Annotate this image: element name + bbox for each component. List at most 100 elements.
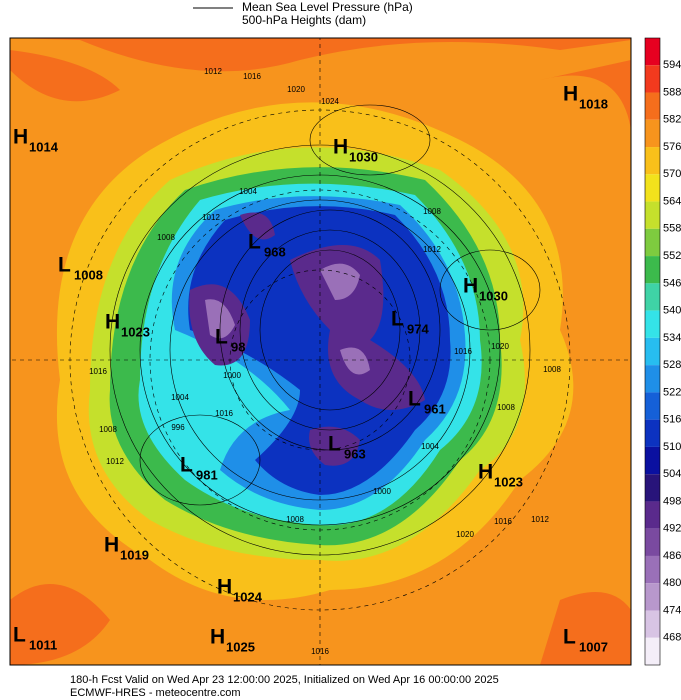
colorbar-label: 540 (663, 305, 681, 317)
center-pressure: 981 (196, 467, 218, 482)
isobar-label: 1004 (239, 187, 257, 196)
center-letter: L (328, 433, 341, 456)
center-pressure: 1023 (121, 324, 150, 339)
isobar-label: 1008 (543, 365, 561, 374)
colorbar-label: 468 (663, 632, 681, 644)
footer-text: 180-h Fcst Valid on Wed Apr 23 12:00:00 … (70, 674, 499, 686)
center-letter: H (13, 126, 28, 149)
colorbar-swatch (645, 555, 660, 584)
isobar-label: 1024 (321, 97, 339, 106)
isobar-label: 1012 (423, 245, 441, 254)
center-letter: L (408, 388, 421, 411)
isobar-label: 1008 (286, 515, 304, 524)
legend-text: Mean Sea Level Pressure (hPa) (242, 0, 413, 14)
center-pressure: 1019 (120, 547, 149, 562)
colorbar-swatch (645, 637, 660, 665)
center-pressure: 961 (424, 401, 446, 416)
isobar-label: 996 (171, 423, 185, 432)
map-frame (9, 37, 632, 666)
colorbar-swatch (645, 337, 660, 366)
colorbar-swatch (645, 283, 660, 311)
colorbar-frame (644, 37, 661, 666)
colorbar-label: 516 (663, 414, 681, 426)
footer-text: ECMWF-HRES - meteocentre.com (70, 687, 241, 699)
center-letter: L (248, 231, 261, 254)
isobar-label: 1020 (456, 530, 474, 539)
legend-text: 500-hPa Heights (dam) (242, 13, 366, 27)
colorbar-swatch (645, 528, 660, 556)
colorbar-swatch (645, 201, 660, 229)
center-letter: H (333, 136, 348, 159)
center-letter: L (563, 626, 576, 649)
colorbar-swatch (645, 38, 660, 66)
colorbar-label: 504 (663, 468, 681, 480)
isobar-label: 1020 (287, 85, 305, 94)
colorbar-label: 570 (663, 168, 681, 180)
map-field (10, 38, 631, 665)
center-pressure: 1024 (233, 589, 263, 604)
colorbar-swatch (645, 256, 660, 284)
center-letter: H (105, 311, 120, 334)
colorbar-swatch (645, 474, 660, 502)
colorbar-label: 546 (663, 277, 681, 289)
center-letter: H (463, 275, 478, 298)
center-letter: H (478, 461, 493, 484)
center-pressure: 1008 (74, 267, 103, 282)
colorbar-swatch (645, 501, 660, 529)
center-pressure: 1018 (579, 96, 608, 111)
center-pressure: 963 (344, 446, 366, 461)
isobar-label: 1012 (204, 67, 222, 76)
center-letter: L (58, 254, 71, 277)
colorbar-label: 492 (663, 523, 681, 535)
colorbar-swatch (645, 65, 660, 93)
isobar-label: 1004 (171, 393, 189, 402)
isobar-label: 1012 (106, 457, 124, 466)
isobar-label: 1012 (202, 213, 220, 222)
colorbar-swatch (645, 446, 660, 475)
center-letter: L (391, 308, 404, 331)
isobar-label: 1008 (99, 425, 117, 434)
colorbar-swatch (645, 228, 660, 257)
isobar-label: 1000 (223, 371, 241, 380)
colorbar-swatch (645, 174, 660, 202)
center-pressure: 1014 (29, 139, 59, 154)
colorbar-swatch (645, 610, 660, 638)
isobar-label: 1008 (497, 403, 515, 412)
center-pressure: 974 (407, 321, 429, 336)
isobar-label: 1012 (531, 515, 549, 524)
colorbar-label: 510 (663, 441, 681, 453)
center-pressure: 1023 (494, 474, 523, 489)
colorbar-swatch (645, 147, 660, 175)
colorbar-label: 498 (663, 495, 681, 507)
isobar-label: 1016 (494, 517, 512, 526)
center-letter: H (210, 626, 225, 649)
colorbar-label: 564 (663, 195, 681, 207)
center-pressure: 1025 (226, 639, 255, 654)
colorbar-label: 576 (663, 141, 681, 153)
colorbar-label: 558 (663, 223, 681, 235)
center-pressure: 1030 (479, 288, 508, 303)
colorbar-label: 588 (663, 86, 681, 98)
isobar-label: 1008 (423, 207, 441, 216)
isobar-label: 1016 (243, 72, 261, 81)
colorbar-swatch (645, 365, 660, 393)
colorbar-label: 582 (663, 114, 681, 126)
center-pressure: 968 (264, 244, 286, 259)
colorbar-label: 480 (663, 577, 681, 589)
isobar-label: 1008 (157, 233, 175, 242)
isobar-label: 1016 (311, 647, 329, 656)
colorbar-swatch (645, 419, 660, 447)
colorbar-label: 522 (663, 386, 681, 398)
isobar-label: 1016 (89, 367, 107, 376)
isobar-label: 1020 (491, 342, 509, 351)
center-letter: L (13, 624, 26, 647)
colorbar-swatch (645, 392, 660, 420)
center-pressure: 1007 (579, 639, 608, 654)
center-letter: H (217, 576, 232, 599)
isobar-label: 1000 (373, 487, 391, 496)
center-pressure: 1011 (29, 637, 57, 652)
center-pressure: 98 (231, 339, 245, 354)
colorbar-label: 594 (663, 59, 681, 71)
